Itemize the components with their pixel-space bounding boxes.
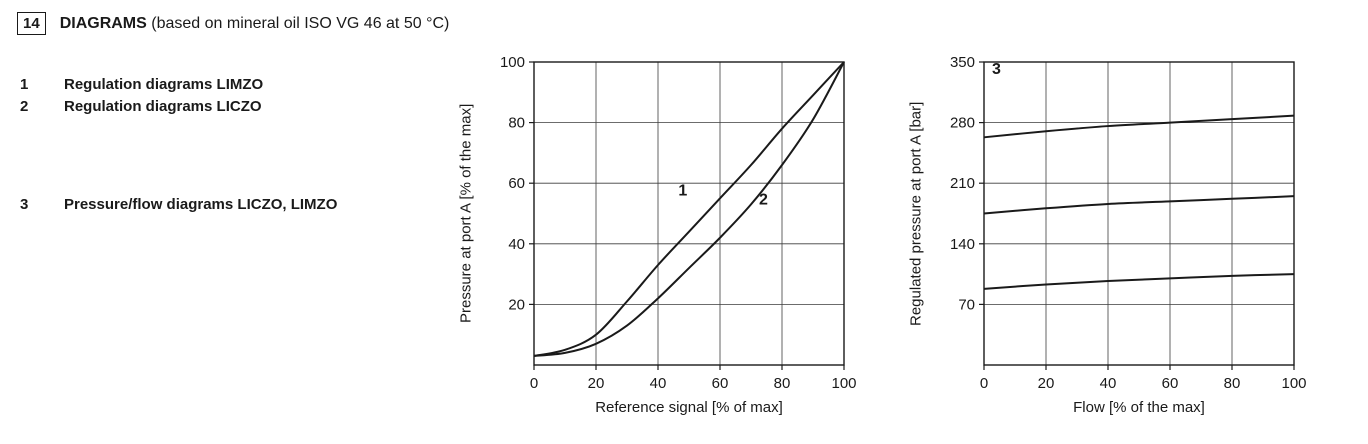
series-mid-pressure-setting — [983, 195, 1295, 215]
svg-text:20: 20 — [1038, 375, 1055, 392]
legend-label: Pressure/flow diagrams LICZO, LIMZO — [64, 196, 338, 213]
page-subtitle: (based on mineral oil ISO VG 46 at 50 °C… — [151, 14, 450, 32]
section-number-box: 14 — [17, 12, 46, 35]
svg-text:40: 40 — [1100, 375, 1117, 392]
svg-text:80: 80 — [1224, 375, 1241, 392]
legend-number: 3 — [20, 196, 29, 213]
curve-label-1: 1 — [678, 182, 687, 199]
legend-label: Regulation diagrams LIMZO — [64, 76, 264, 93]
svg-text:20: 20 — [508, 296, 525, 313]
regulation-diagram-figure: Pressure at port A [% of the max] 0 20 40 6… — [452, 50, 872, 422]
section-title-line: DIAGRAMS (based on mineral oil ISO VG 46… — [60, 15, 450, 33]
svg-text:40: 40 — [650, 375, 667, 392]
series-max-pressure-setting — [983, 114, 1295, 139]
svg-text:0: 0 — [980, 375, 988, 392]
svg-text:210: 210 — [950, 175, 975, 192]
section-header: 14 DIAGRAMS (based on mineral oil ISO VG… — [17, 12, 449, 35]
svg-text:70: 70 — [958, 296, 975, 313]
svg-text:100: 100 — [831, 375, 856, 392]
series-1 — [533, 61, 845, 357]
svg-text:60: 60 — [508, 175, 525, 192]
svg-text:40: 40 — [508, 236, 525, 253]
y-axis-label: Regulated pressure at port A [bar] — [907, 101, 925, 326]
svg-text:100: 100 — [1281, 375, 1306, 392]
svg-text:140: 140 — [950, 236, 975, 253]
svg-text:60: 60 — [712, 375, 729, 392]
svg-text:280: 280 — [950, 115, 975, 132]
curve-label-2: 2 — [759, 191, 768, 208]
svg-text:80: 80 — [508, 115, 525, 132]
regulation-diagram-chart: 0 20 40 60 80 100 20 40 60 80 100 1 2 — [500, 54, 857, 392]
legend-item-2: 2 Regulation diagrams LICZO — [20, 98, 262, 115]
svg-text:100: 100 — [500, 54, 525, 71]
legend-item-3: 3 Pressure/flow diagrams LICZO, LIMZO — [20, 196, 337, 213]
series-2 — [533, 61, 845, 357]
legend-label: Regulation diagrams LICZO — [64, 98, 262, 115]
curve-label-3: 3 — [992, 61, 1001, 78]
x-axis-label: Flow [% of the max] — [1073, 399, 1205, 416]
svg-text:80: 80 — [774, 375, 791, 392]
svg-text:350: 350 — [950, 54, 975, 71]
y-axis-label: Pressure at port A [% of the max] — [457, 103, 475, 324]
svg-text:20: 20 — [588, 375, 605, 392]
series-min-pressure-setting — [983, 273, 1295, 290]
x-axis-label: Reference signal [% of max] — [595, 399, 783, 416]
pressure-flow-figure: Regulated pressure at port A [bar] 0 20 40… — [902, 50, 1322, 422]
legend-number: 1 — [20, 76, 29, 93]
pressure-flow-chart: 0 20 40 60 80 100 70 140 210 280 350 3 — [950, 54, 1307, 392]
legend-item-1: 1 Regulation diagrams LIMZO — [20, 76, 263, 93]
legend-number: 2 — [20, 98, 29, 115]
page-title: DIAGRAMS — [59, 14, 147, 32]
svg-text:60: 60 — [1162, 375, 1179, 392]
svg-text:0: 0 — [530, 375, 538, 392]
